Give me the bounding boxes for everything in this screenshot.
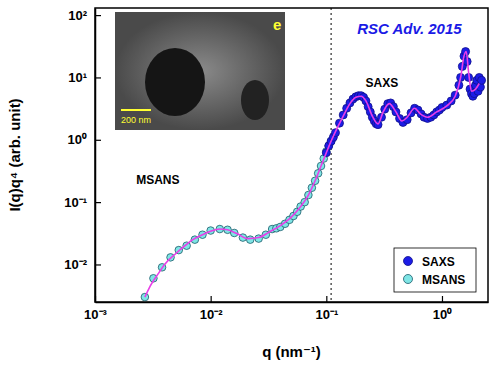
x-tick-mark (211, 296, 212, 302)
y-tick-mark (95, 202, 101, 203)
annotation: SAXS (366, 76, 399, 90)
reference-line (331, 8, 332, 302)
annotation: MSANS (136, 173, 179, 187)
y-tick-label: 10² (68, 8, 87, 23)
x-tick-label: 10⁰ (433, 307, 452, 322)
x-tick: 10⁻² (200, 296, 223, 322)
x-tick: 10⁻¹ (315, 296, 338, 322)
fit-line (145, 52, 479, 297)
data-point (478, 76, 486, 84)
x-tick-label: 10⁻³ (84, 307, 107, 322)
inset-label: e (273, 16, 281, 33)
legend-marker (404, 275, 413, 284)
y-tick-mark (95, 264, 101, 265)
y-tick-label: 10¹ (68, 70, 87, 85)
annotation: RSC Adv. 2015 (357, 20, 462, 37)
inset-pore (145, 48, 205, 116)
legend-box (394, 248, 476, 292)
x-tick-label: 10⁻² (200, 307, 223, 322)
y-tick: 10¹ (68, 70, 101, 85)
legend-label: MSANS (422, 273, 465, 287)
plot-frame (95, 8, 488, 302)
scale-bar (121, 109, 151, 111)
y-tick-mark (95, 140, 101, 141)
x-tick-label: 10⁻¹ (315, 307, 338, 322)
x-tick-mark (326, 296, 327, 302)
legend-marker (404, 257, 413, 266)
y-tick-mark (95, 15, 101, 16)
series-1 (141, 137, 335, 300)
scale-bar-label: 200 nm (121, 115, 151, 125)
inset-image (115, 12, 285, 130)
legend-label: SAXS (422, 255, 455, 269)
y-axis-title: I(q)q⁴ (arb. unit) (6, 98, 23, 211)
inset-pore (241, 80, 269, 120)
series-0 (322, 48, 485, 157)
inset: e 200 nm (115, 12, 285, 130)
plot: e 200 nm 10⁻³ 10⁻² 10⁻¹ 10⁰ 10⁻² 10⁻¹ 10⁰ 10¹ 10² S… (64, 8, 488, 322)
x-axis-title: q (nm⁻¹) (262, 343, 321, 360)
y-tick-label: 10⁻¹ (64, 195, 87, 210)
y-tick: 10⁰ (68, 132, 101, 147)
y-tick-mark (95, 77, 101, 78)
chart: e 200 nm 10⁻³ 10⁻² 10⁻¹ 10⁰ 10⁻² 10⁻¹ 10⁰ 10¹ 10² S… (0, 0, 498, 367)
x-tick: 10⁰ (433, 296, 452, 322)
y-tick-label: 10⁰ (68, 132, 87, 147)
legend: SAXS MSANS (394, 248, 476, 292)
x-tick-mark (442, 296, 443, 302)
y-tick: 10² (68, 8, 101, 23)
y-tick-label: 10⁻² (64, 257, 87, 272)
marks (141, 48, 485, 301)
data-point (246, 236, 254, 244)
